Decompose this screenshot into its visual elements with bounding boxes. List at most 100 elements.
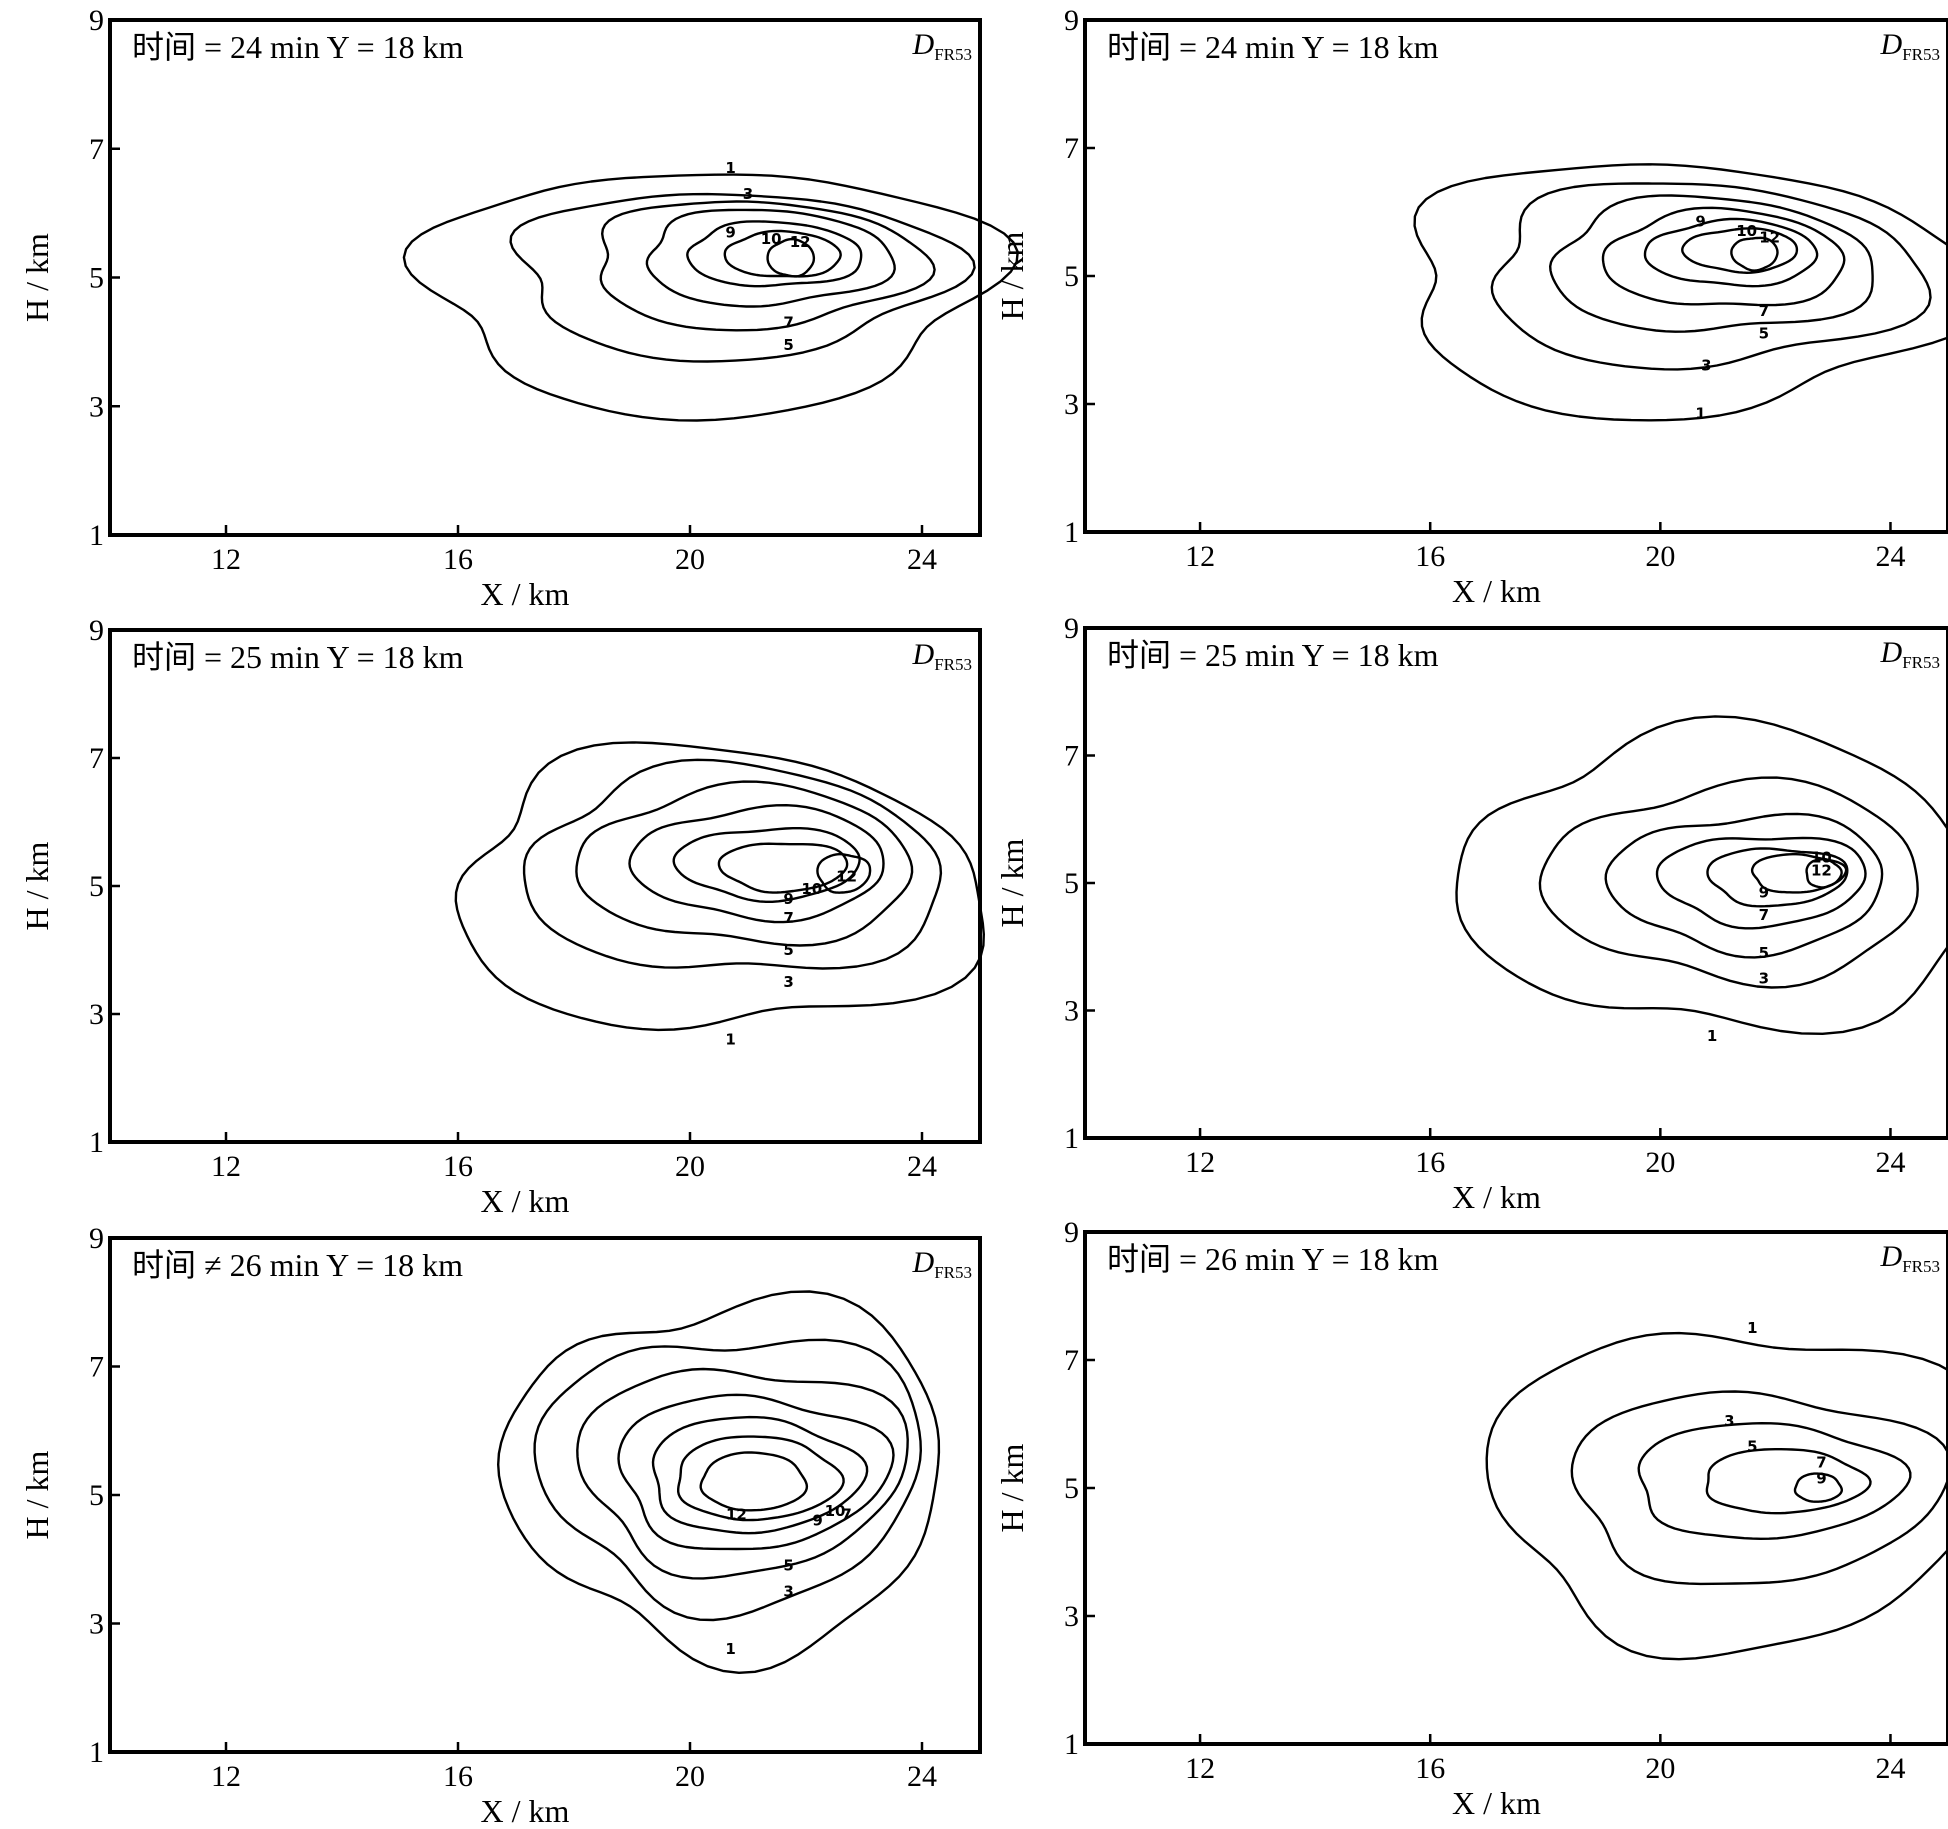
y-tick-label: 7: [1064, 1344, 1079, 1377]
contour-line-3: [509, 192, 976, 363]
contour-line-1: [1455, 715, 1948, 1035]
y-tick-label: 7: [89, 133, 104, 166]
contour-label: 7: [1759, 906, 1769, 924]
contour-label: 12: [790, 233, 811, 251]
contour-line-12: [1805, 858, 1843, 889]
contour-label: 1: [725, 1640, 735, 1658]
x-tick-label: 20: [675, 543, 705, 576]
contour-line-3: [1570, 1390, 1948, 1586]
contour-label: 9: [1695, 213, 1705, 231]
x-tick-label: 20: [1645, 540, 1675, 573]
variable-label: DFR53: [912, 638, 972, 674]
y-tick-label: 7: [1064, 132, 1079, 165]
contour-line-12: [1730, 236, 1779, 272]
panel-title: 时间 = 24 min Y = 18 km: [132, 29, 464, 65]
y-axis-title: H / km: [994, 1443, 1030, 1532]
variable-symbol: D: [1880, 636, 1903, 669]
x-tick-label: 16: [1415, 1752, 1445, 1785]
panel-title: 时间 = 25 min Y = 18 km: [132, 639, 464, 675]
contour-line-10: [677, 1435, 845, 1522]
variable-label: DFR53: [912, 1246, 972, 1282]
contour-line-10: [723, 229, 842, 278]
y-axis-title: H / km: [19, 841, 55, 930]
contour-label: 12: [726, 1505, 747, 1523]
x-tick-label: 24: [1875, 1752, 1905, 1785]
y-tick-label: 9: [1064, 612, 1079, 645]
panel-title: 时间 = 26 min Y = 18 km: [1107, 1241, 1439, 1277]
contour-line-7: [1705, 1448, 1872, 1515]
contour-label: 10: [801, 880, 822, 898]
x-tick-label: 24: [907, 1760, 937, 1793]
contour-line-9: [651, 1415, 869, 1535]
y-tick-label: 9: [1064, 4, 1079, 37]
contour-line-3: [1490, 182, 1932, 371]
contour-line-1: [497, 1290, 941, 1674]
contour-line-12: [699, 1451, 809, 1512]
plot-frame: [108, 628, 982, 1144]
contour-line-5: [599, 200, 936, 332]
contour-line-7: [628, 804, 885, 924]
contour-line-12: [766, 237, 816, 278]
contour-line-7: [1655, 836, 1867, 930]
variable-subscript: FR53: [1902, 1257, 1940, 1276]
variable-label: DFR53: [1880, 1240, 1940, 1276]
y-tick-label: 1: [1064, 1728, 1079, 1761]
contour-line-10: [1750, 853, 1848, 894]
contour-label: 12: [836, 867, 857, 885]
variable-subscript: FR53: [1902, 653, 1940, 672]
contour-group: 1 35 79: [1485, 1319, 1948, 1661]
panel-title: 时间 = 25 min Y = 18 km: [1107, 637, 1439, 673]
x-tick-label: 24: [1875, 540, 1905, 573]
x-tick-label: 16: [1415, 540, 1445, 573]
x-tick-label: 24: [907, 543, 937, 576]
contour-line-5: [575, 780, 914, 947]
x-tick-label: 24: [907, 1150, 937, 1183]
plot-frame: [1083, 1230, 1948, 1746]
plot-frame: [1083, 626, 1948, 1140]
variable-symbol: D: [1880, 28, 1903, 61]
y-tick-label: 9: [89, 4, 104, 37]
contour-label: 10: [1736, 222, 1757, 240]
x-tick-label: 12: [1185, 540, 1215, 573]
contour-line-12: [816, 853, 872, 894]
y-tick-label: 3: [1064, 995, 1079, 1028]
y-tick-label: 1: [1064, 516, 1079, 549]
x-tick-label: 24: [1875, 1146, 1905, 1179]
x-tick-label: 20: [675, 1760, 705, 1793]
x-tick-label: 12: [1185, 1146, 1215, 1179]
variable-symbol: D: [912, 638, 935, 671]
contour-line-1: [402, 173, 1019, 422]
y-tick-label: 5: [89, 870, 104, 903]
contour-line-10: [1681, 227, 1799, 274]
contour-label: 1: [1707, 1027, 1717, 1045]
contour-line-9: [686, 220, 863, 288]
y-tick-label: 3: [89, 390, 104, 423]
variable-subscript: FR53: [934, 45, 972, 64]
contour-line-9: [1793, 1472, 1843, 1503]
y-tick-label: 5: [1064, 867, 1079, 900]
y-tick-label: 5: [89, 262, 104, 295]
y-tick-label: 1: [1064, 1122, 1079, 1155]
contour-label: 1: [1695, 405, 1705, 423]
contour-label: 7: [783, 909, 793, 927]
contour-label: 7: [783, 314, 793, 332]
contour-label: 9: [812, 1512, 822, 1530]
x-tick-label: 16: [1415, 1146, 1445, 1179]
x-tick-label: 16: [443, 1150, 473, 1183]
contour-label: 9: [1816, 1469, 1826, 1487]
contour-label: 3: [783, 1582, 793, 1600]
y-tick-label: 7: [89, 1351, 104, 1384]
contour-label: 5: [1759, 944, 1769, 962]
y-tick-label: 9: [1064, 1216, 1079, 1249]
contour-label: 9: [783, 890, 793, 908]
variable-symbol: D: [912, 1246, 935, 1279]
contour-label: 9: [1759, 884, 1769, 902]
contour-line-1: [454, 741, 985, 1032]
y-tick-label: 3: [1064, 1600, 1079, 1633]
